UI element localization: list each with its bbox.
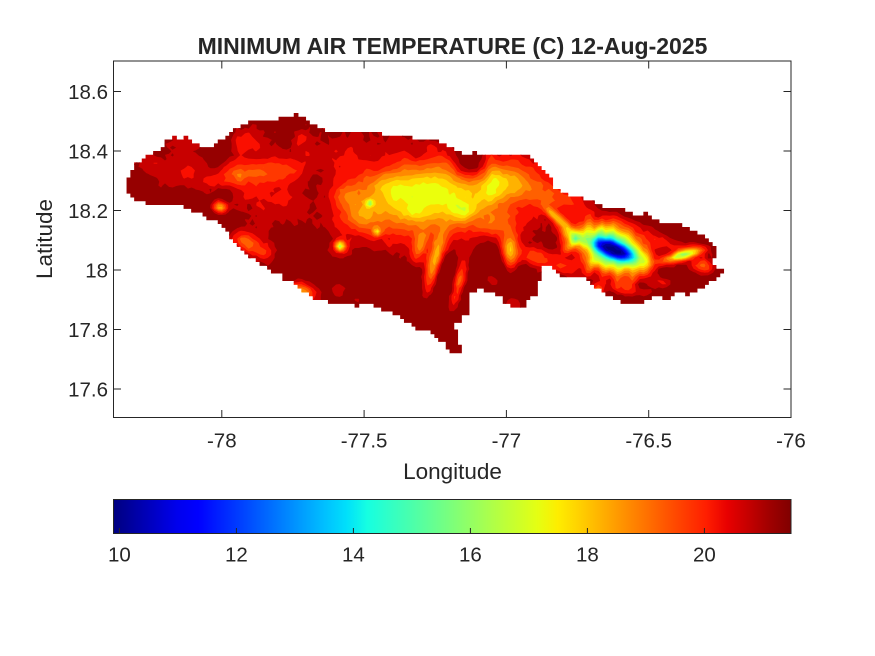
svg-text:MINIMUM AIR TEMPERATURE (C) 12: MINIMUM AIR TEMPERATURE (C) 12-Aug-2025 bbox=[198, 33, 708, 59]
svg-text:-76.5: -76.5 bbox=[625, 430, 672, 453]
svg-text:Longitude: Longitude bbox=[403, 459, 502, 484]
svg-text:16: 16 bbox=[459, 544, 482, 567]
svg-text:18: 18 bbox=[576, 544, 599, 567]
svg-text:Latitude: Latitude bbox=[32, 199, 57, 279]
svg-text:-77: -77 bbox=[492, 430, 522, 453]
svg-text:12: 12 bbox=[225, 544, 248, 567]
svg-text:-76: -76 bbox=[776, 430, 806, 453]
svg-text:10: 10 bbox=[108, 544, 131, 567]
svg-text:20: 20 bbox=[693, 544, 716, 567]
svg-text:17.6: 17.6 bbox=[68, 378, 108, 401]
svg-text:-78: -78 bbox=[207, 430, 237, 453]
svg-text:18.2: 18.2 bbox=[68, 200, 108, 223]
svg-text:18: 18 bbox=[85, 259, 108, 282]
svg-text:18.6: 18.6 bbox=[68, 81, 108, 104]
svg-text:-77.5: -77.5 bbox=[341, 430, 388, 453]
svg-text:17.8: 17.8 bbox=[68, 319, 108, 342]
svg-text:14: 14 bbox=[342, 544, 365, 567]
svg-text:18.4: 18.4 bbox=[68, 140, 108, 163]
